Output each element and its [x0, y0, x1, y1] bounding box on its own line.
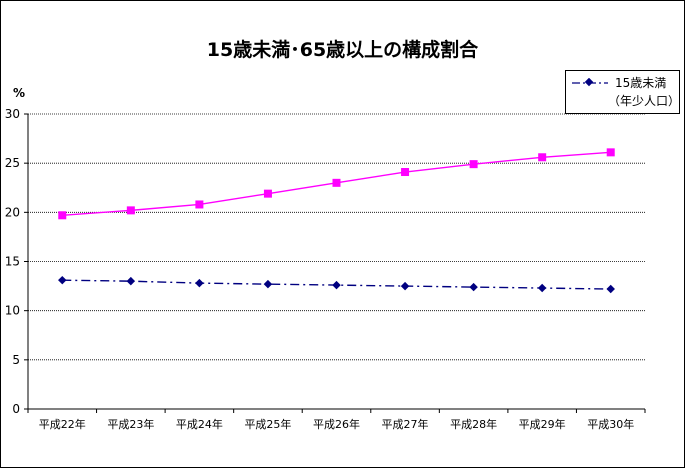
data-point-square: [195, 200, 204, 209]
x-tick-label: 平成25年: [244, 417, 291, 431]
data-point-diamond: [263, 279, 273, 289]
y-tick-label: 30: [5, 107, 20, 121]
x-tick-label: 平成29年: [519, 417, 566, 431]
x-tick-label: 平成26年: [313, 417, 360, 431]
data-point-square: [469, 160, 478, 169]
data-point-diamond: [58, 275, 67, 285]
legend-line-marker: [572, 78, 608, 87]
x-tick-label: 平成28年: [450, 417, 497, 431]
legend-label: 15歳未満: [615, 76, 667, 90]
data-point-diamond: [469, 282, 478, 292]
x-tick-label: 平成27年: [382, 417, 429, 431]
y-tick-label: 15: [5, 255, 20, 269]
x-tick-label: 平成24年: [176, 417, 223, 431]
data-point-square: [401, 168, 410, 177]
data-point-diamond: [126, 276, 136, 286]
data-point-square: [263, 189, 272, 198]
chart-title: 15歳未満･65歳以上の構成割合: [206, 39, 479, 61]
data-point-square: [126, 206, 135, 215]
data-point-diamond: [195, 278, 204, 288]
y-tick-label: 25: [5, 156, 20, 170]
data-point-diamond: [332, 280, 341, 290]
legend-label-line2: （年少人口）: [608, 94, 681, 108]
x-tick-label: 平成23年: [107, 417, 154, 431]
y-tick-label: 20: [5, 205, 20, 219]
data-point-square: [332, 178, 341, 187]
y-tick-label: 5: [12, 353, 20, 367]
y-tick-label: 0: [12, 402, 20, 416]
legend: 15歳未満 （年少人口）: [565, 70, 680, 114]
x-tick-label: 平成22年: [39, 417, 86, 431]
x-tick-label: 平成30年: [587, 417, 634, 431]
data-point-diamond: [606, 284, 615, 294]
y-tick-label: 10: [5, 304, 20, 318]
data-point-square: [606, 148, 615, 157]
y-axis-unit: %: [13, 86, 26, 100]
data-point-diamond: [537, 283, 547, 293]
data-point-diamond: [400, 281, 410, 291]
data-point-square: [58, 211, 67, 220]
data-point-square: [538, 153, 547, 162]
